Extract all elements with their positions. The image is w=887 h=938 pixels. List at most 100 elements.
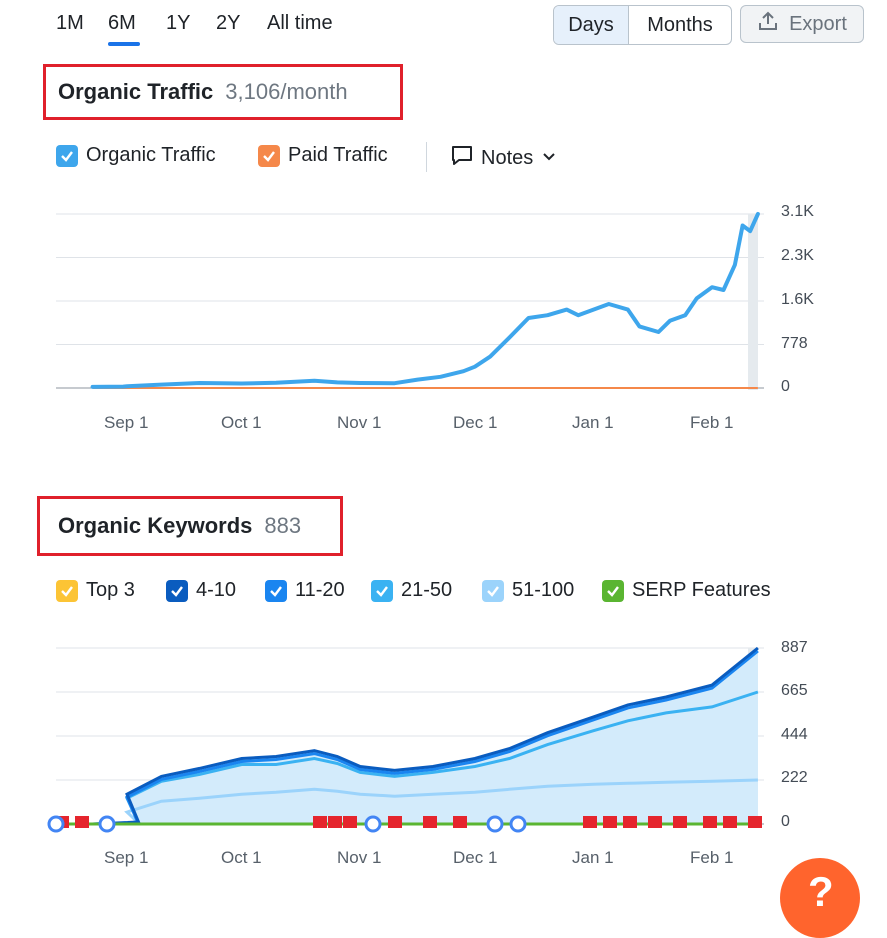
area-fill-keywords <box>92 648 758 824</box>
period-tab-6m[interactable]: 6M <box>108 12 136 34</box>
checkbox-icon <box>258 144 280 167</box>
note-flag-icon[interactable] <box>453 816 467 828</box>
months-button[interactable]: Months <box>647 13 713 36</box>
checkbox-icon <box>371 579 393 602</box>
x-tick: Jan 1 <box>572 848 614 867</box>
period-tab-2y[interactable]: 2Y <box>216 12 241 34</box>
legend-21-50[interactable]: 21-50 <box>371 579 452 602</box>
note-flag-icon[interactable] <box>603 816 617 828</box>
series-organic-traffic <box>90 212 760 389</box>
legend-paid-traffic[interactable]: Paid Traffic <box>258 144 388 167</box>
note-flag-icon[interactable] <box>648 816 662 828</box>
y-tick: 444 <box>781 726 808 743</box>
legend-label: Organic Traffic <box>86 144 216 166</box>
notes-label: Notes <box>481 146 534 169</box>
note-flag-icon[interactable] <box>703 816 717 828</box>
notes-dropdown[interactable]: Notes <box>451 144 557 172</box>
series-51-100 <box>92 778 758 826</box>
export-label: Export <box>789 12 847 35</box>
x-tick: Nov 1 <box>337 413 382 432</box>
legend-label: 4-10 <box>196 579 237 601</box>
y-tick: 0 <box>781 813 790 830</box>
series-4-10 <box>92 646 759 826</box>
export-button[interactable]: Export <box>740 5 864 43</box>
period-tab-all-time[interactable]: All time <box>267 12 333 34</box>
organic-traffic-value: 3,106/month <box>225 79 348 104</box>
note-flag-icon[interactable] <box>723 816 737 828</box>
upload-icon <box>757 10 779 38</box>
chevron-down-icon <box>541 147 557 170</box>
legend-11-20[interactable]: 11-20 <box>265 579 345 602</box>
checkbox-icon <box>56 144 78 167</box>
legend-label: Paid Traffic <box>288 144 388 166</box>
legend-label: SERP Features <box>632 579 771 601</box>
period-tab-1m[interactable]: 1M <box>56 12 84 34</box>
chart-hover-band <box>748 214 758 390</box>
organic-keywords-value: 883 <box>264 513 302 538</box>
period-tab-1y[interactable]: 1Y <box>166 12 191 34</box>
google-update-icon[interactable] <box>98 815 116 833</box>
x-tick: Feb 1 <box>690 413 734 432</box>
x-tick: Sep 1 <box>104 848 149 867</box>
note-flag-icon[interactable] <box>328 816 342 828</box>
y-tick: 3.1K <box>781 203 814 220</box>
note-flag-icon[interactable] <box>423 816 437 828</box>
note-flag-icon[interactable] <box>583 816 597 828</box>
legend-label: Top 3 <box>86 579 135 601</box>
google-update-icon[interactable] <box>486 815 504 833</box>
note-flag-icon[interactable] <box>75 816 89 828</box>
checkbox-icon <box>265 579 287 602</box>
organic-traffic-header: Organic Traffic 3,106/month <box>43 64 403 120</box>
legend-divider <box>426 142 427 172</box>
series-21-50 <box>92 690 759 826</box>
legend-serp-features[interactable]: SERP Features <box>602 579 771 602</box>
legend-51-100[interactable]: 51-100 <box>482 579 574 602</box>
series-11-20 <box>92 649 759 826</box>
x-tick: Dec 1 <box>453 848 498 867</box>
google-update-icon[interactable] <box>509 815 527 833</box>
checkbox-icon <box>166 579 188 602</box>
organic-keywords-title: Organic Keywords <box>58 513 253 538</box>
x-tick: Oct 1 <box>221 848 262 867</box>
days-button[interactable]: Days <box>554 6 629 44</box>
checkbox-icon <box>602 579 624 602</box>
legend-4-10[interactable]: 4-10 <box>166 579 236 602</box>
note-flag-icon[interactable] <box>343 816 357 828</box>
google-update-icon[interactable] <box>47 815 65 833</box>
y-tick: 0 <box>781 378 790 395</box>
x-tick: Feb 1 <box>690 848 734 867</box>
question-icon: ? <box>808 868 834 915</box>
granularity-toggle: Days Months <box>553 5 732 45</box>
x-tick: Oct 1 <box>221 413 262 432</box>
y-tick: 778 <box>781 335 808 352</box>
active-tab-indicator <box>108 42 140 46</box>
y-tick: 1.6K <box>781 291 814 308</box>
x-tick: Nov 1 <box>337 848 382 867</box>
organic-traffic-chart <box>56 212 764 390</box>
y-tick: 665 <box>781 682 808 699</box>
google-update-icon[interactable] <box>364 815 382 833</box>
organic-keywords-chart <box>47 646 764 833</box>
y-tick: 222 <box>781 769 808 786</box>
organic-traffic-title: Organic Traffic <box>58 79 214 104</box>
y-tick: 2.3K <box>781 247 814 264</box>
organic-keywords-header: Organic Keywords 883 <box>37 496 343 556</box>
checkbox-icon <box>56 579 78 602</box>
legend-label: 51-100 <box>512 579 575 601</box>
comment-icon <box>451 144 473 172</box>
legend-top-3[interactable]: Top 3 <box>56 579 135 602</box>
note-flag-icon[interactable] <box>673 816 687 828</box>
help-button[interactable]: ? <box>780 858 860 938</box>
legend-organic-traffic[interactable]: Organic Traffic <box>56 144 216 167</box>
note-flag-icon[interactable] <box>748 816 762 828</box>
x-tick: Sep 1 <box>104 413 149 432</box>
x-tick: Jan 1 <box>572 413 614 432</box>
note-flag-icon[interactable] <box>388 816 402 828</box>
note-flag-icon[interactable] <box>623 816 637 828</box>
x-tick: Dec 1 <box>453 413 498 432</box>
legend-label: 21-50 <box>401 579 453 601</box>
note-flag-icon[interactable] <box>313 816 327 828</box>
checkbox-icon <box>482 579 504 602</box>
y-tick: 887 <box>781 639 808 656</box>
legend-label: 11-20 <box>295 579 345 601</box>
